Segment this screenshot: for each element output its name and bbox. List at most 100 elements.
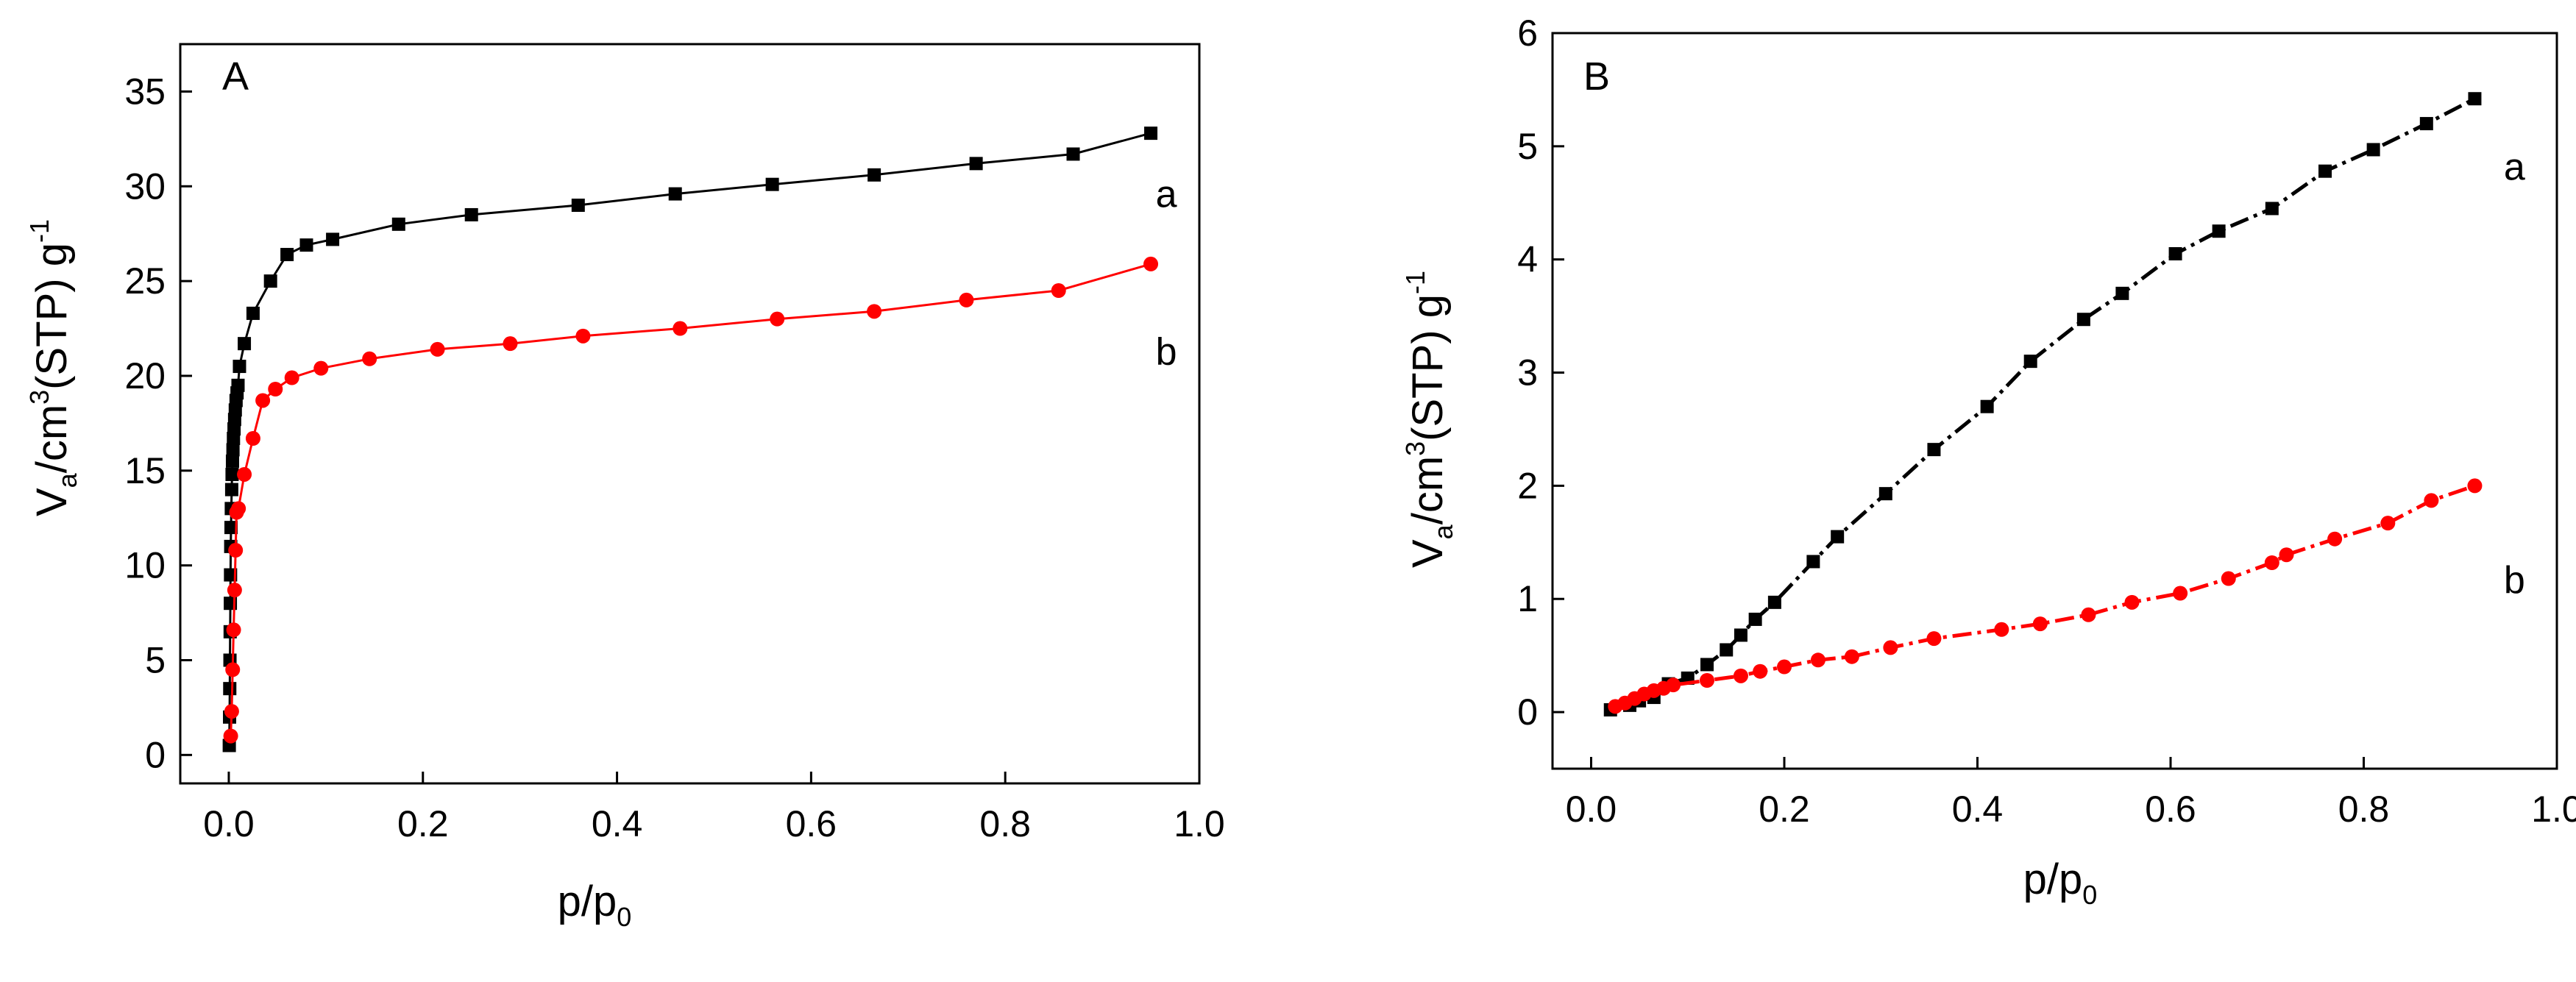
panel-b-xlabel-main: p/p (2023, 855, 2083, 903)
panel-b-ylabel-sub: a (1428, 524, 1458, 539)
panel-b-xlabel-sub: 0 (2082, 880, 2097, 910)
panel-a-series-a-point (224, 521, 238, 535)
panel-b-series-a-point (1878, 487, 1892, 501)
panel-b-series-a-point (1720, 643, 1734, 657)
panel-a-series-b-point (770, 311, 785, 327)
panel-b-series-b-point (2424, 493, 2439, 508)
panel-b-series-a-point (1767, 595, 1781, 609)
panel-b-ticks: 0.0 0.2 0.4 0.6 0.8 1.0 0 1 2 3 4 5 6 (1517, 13, 2576, 830)
panel-b-x-tick-label: 1.0 (2531, 789, 2576, 830)
panel-a-series-a-point (299, 238, 313, 252)
panel-b-series-a-point (2023, 355, 2037, 369)
panel-a-label: A (222, 54, 249, 99)
panel-a-series-b-point (867, 304, 882, 319)
panel-a-y-tick-label: 20 (124, 355, 166, 396)
panel-a-series-a-point (238, 337, 252, 351)
panel-b-series-a-point (1980, 399, 1994, 413)
panel-a-series-b-point (226, 622, 241, 638)
panel-b-series-a-point (1734, 628, 1748, 642)
panel-a-ylabel-sup3: 3 (24, 390, 54, 405)
panel-a-series-b-point (227, 583, 242, 598)
panel-b-series-b-point (1926, 631, 1942, 647)
panel-a-series-a-point (233, 360, 246, 374)
panel-a-plot-frame (179, 43, 1201, 785)
panel-b-series-b-point (2032, 616, 2048, 632)
panel-a-series-b-point (223, 728, 238, 744)
panel-a-series: ab (222, 127, 1177, 752)
panel-b-series-b-point (2173, 586, 2188, 601)
panel-b-series-a-line (1610, 96, 2476, 712)
panel-b-x-tick-label: 0.8 (2338, 789, 2390, 830)
panel-a-series-a-point (668, 187, 682, 201)
panel-b-series-b-point (1844, 649, 1859, 664)
panel-a-series-a-point (225, 454, 239, 468)
panel-a-series-a-point (226, 443, 240, 457)
panel-b-series-a-point (2318, 164, 2332, 178)
panel-a-series-b-point (231, 501, 246, 516)
panel-a-series-b-point (268, 382, 283, 396)
panel-a-y-tick-label: 0 (145, 734, 166, 775)
panel-a-y-axis-title: Va/cm3(STP) g-1 (24, 219, 82, 516)
panel-a-ylabel-sup-neg: -1 (24, 219, 54, 243)
panel-b-y-tick-label: 4 (1517, 239, 1538, 280)
panel-a-series-b-point (284, 370, 299, 385)
panel-b-series-b-point (2264, 555, 2279, 570)
panel-b-series-a-point (1831, 530, 1845, 544)
panel-a-series-a-point (223, 682, 237, 696)
panel-b-x-tick-label: 0.0 (1566, 789, 1617, 830)
panel-b-series-b-point (1753, 663, 1768, 679)
panel-a-xlabel-sub: 0 (617, 902, 631, 932)
panel-a-series-a-point (231, 378, 245, 392)
panel-a-x-tick-label: 1.0 (1174, 803, 1225, 844)
panel-a-series-b-point (313, 360, 329, 376)
panel-b-series-b-point (1777, 659, 1792, 675)
panel-a-series-a-point (224, 483, 238, 497)
panel-a-series-a-point (280, 248, 294, 262)
panel-a-ylabel-unit: (STP) g (28, 243, 76, 390)
panel-b-y-tick-label: 3 (1517, 352, 1538, 394)
panel-b-y-tick-label: 6 (1517, 13, 1538, 54)
panel-a-series-b-point (245, 431, 260, 446)
panel-b-ylabel-sup3: 3 (1400, 441, 1430, 456)
panel-a-y-tick-label: 30 (124, 166, 166, 207)
panel-a-x-axis-title: p/p0 (558, 878, 632, 932)
panel-a-y-tick-label: 5 (145, 640, 166, 681)
panel-a-series-b-point (430, 341, 445, 357)
panel-a-x-tick-label: 0.6 (786, 803, 837, 844)
panel-b-series-a-point (2419, 117, 2433, 131)
panel-a-series-a-point (225, 467, 239, 481)
panel-b-series-a-point (2265, 202, 2279, 216)
panel-a-y-tick-label: 15 (124, 450, 166, 491)
panel-b-ylabel-rest: /cm (1404, 456, 1452, 524)
panel-a-series-b-point (228, 543, 244, 558)
panel-b-label: B (1583, 54, 1610, 99)
panel-a-series-b-point (225, 662, 241, 677)
panel-a-series-b-point (959, 292, 974, 307)
panel-a-series-a-point (571, 199, 585, 213)
panel-b-y-tick-label: 2 (1517, 465, 1538, 506)
panel-a-x-tick-label: 0.4 (592, 803, 643, 844)
panel-b-series-b-point (2467, 478, 2483, 494)
panel-b-series-b-point (1994, 622, 2009, 637)
panel-a-series-a-point (391, 217, 405, 231)
panel-b-series-b-point (2380, 516, 2396, 531)
panel-b-series-b-point (1700, 673, 1714, 688)
panel-a-series-b-point (503, 336, 518, 352)
panel-b-plot-frame (1551, 32, 2558, 770)
panel-a-ticks: 0.0 0.2 0.4 0.6 0.8 1.0 0 5 10 15 20 25 30 35 (124, 71, 1224, 844)
panel-a-x-tick-label: 0.2 (397, 803, 449, 844)
panel-a-ylabel-rest: /cm (28, 405, 76, 473)
panel-b-ylabel-main: V (1404, 539, 1452, 568)
panel-a-series-b-point (255, 393, 271, 408)
panel-b-ylabel-sup-neg: -1 (1400, 271, 1430, 294)
panel-b-y-tick-label: 0 (1517, 691, 1538, 733)
panel-a-y-tick-label: 25 (124, 260, 166, 302)
panel-b-ylabel-unit: (STP) g (1404, 294, 1452, 441)
panel-a-series-b-point (224, 704, 239, 719)
panel-b-y-tick-label: 1 (1517, 578, 1538, 619)
panel-b-series-a-point (1748, 612, 1762, 626)
